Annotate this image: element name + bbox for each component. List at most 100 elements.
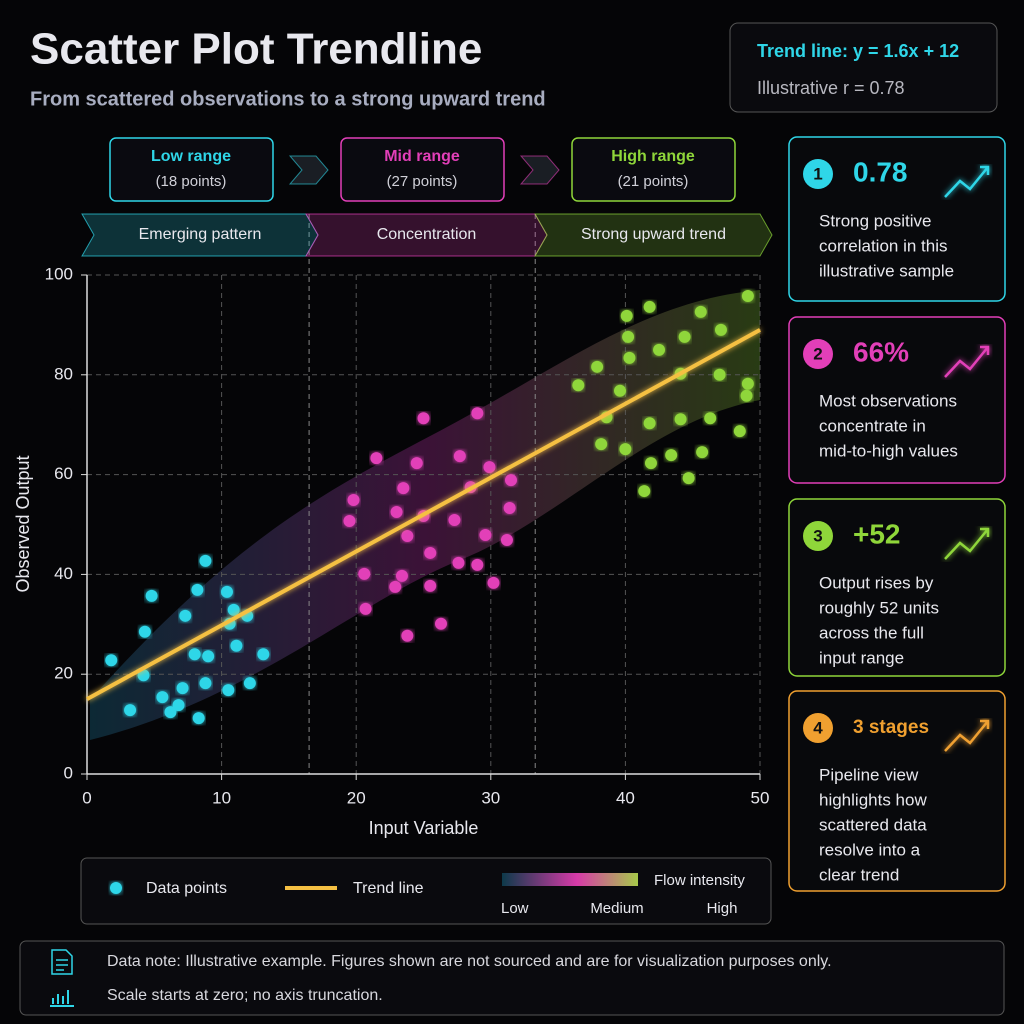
data-point bbox=[682, 472, 695, 485]
legend-label: Data points bbox=[146, 880, 227, 897]
data-point bbox=[434, 617, 447, 630]
card-text: concentrate in bbox=[819, 416, 926, 435]
data-point bbox=[622, 330, 635, 343]
r-value: Illustrative r = 0.78 bbox=[757, 78, 905, 98]
data-point bbox=[741, 377, 754, 390]
card-text: resolve into a bbox=[819, 840, 921, 859]
doc-icon bbox=[51, 949, 73, 975]
data-point bbox=[401, 529, 414, 542]
x-tick-label: 20 bbox=[347, 788, 366, 807]
data-point bbox=[137, 669, 150, 682]
x-tick-label: 40 bbox=[616, 788, 635, 807]
stage-count: (27 points) bbox=[387, 173, 458, 190]
card bbox=[788, 498, 1006, 677]
card-text: Strong positive bbox=[819, 211, 931, 230]
data-point bbox=[638, 485, 651, 498]
data-point bbox=[410, 457, 423, 470]
data-point bbox=[347, 494, 360, 507]
data-point bbox=[500, 533, 513, 546]
data-point bbox=[389, 580, 402, 593]
data-point bbox=[417, 412, 430, 425]
data-point bbox=[504, 474, 517, 487]
plot: 0 10 20 30 40 50 0 20 40 60 80 100 Input Variable Obs… bbox=[13, 214, 769, 838]
data-point bbox=[483, 461, 496, 474]
data-point bbox=[694, 305, 707, 318]
data-point bbox=[343, 515, 356, 528]
data-point bbox=[471, 558, 484, 571]
card-badge bbox=[803, 339, 833, 369]
card-text: clear trend bbox=[819, 865, 899, 884]
data-point bbox=[401, 629, 414, 642]
data-point bbox=[614, 384, 627, 397]
card-number: 1 bbox=[813, 164, 822, 183]
stage-label: Low range bbox=[151, 148, 231, 165]
card-icon bbox=[944, 165, 990, 198]
data-point bbox=[370, 452, 383, 465]
data-point bbox=[623, 351, 636, 364]
data-point bbox=[395, 569, 408, 582]
data-point bbox=[202, 650, 215, 663]
data-point bbox=[733, 425, 746, 438]
note: Scale starts at zero; no axis truncation… bbox=[107, 987, 383, 1004]
card-text: Pipeline view bbox=[819, 765, 919, 784]
card-badge bbox=[803, 159, 833, 189]
stage-arrow bbox=[519, 155, 560, 185]
card-number: 2 bbox=[813, 344, 822, 363]
card-number: 4 bbox=[813, 718, 823, 737]
data-point bbox=[674, 413, 687, 426]
data-point bbox=[479, 528, 492, 541]
flow-label: High bbox=[707, 900, 738, 917]
data-point bbox=[164, 706, 177, 719]
data-point bbox=[591, 360, 604, 373]
data-point bbox=[230, 639, 243, 652]
data-point bbox=[192, 712, 205, 725]
card-text: correlation in this bbox=[819, 236, 948, 255]
stage-label: Mid range bbox=[384, 148, 460, 165]
data-point bbox=[359, 602, 372, 615]
data-point bbox=[653, 343, 666, 356]
card bbox=[788, 136, 1006, 302]
data-point bbox=[471, 407, 484, 420]
banner-text: Strong upward trend bbox=[581, 226, 726, 243]
card-icon bbox=[944, 527, 990, 560]
data-point bbox=[714, 323, 727, 336]
data-point bbox=[243, 677, 256, 690]
summary-box bbox=[729, 22, 998, 113]
data-point bbox=[424, 546, 437, 559]
data-point bbox=[678, 330, 691, 343]
card-value: 0.78 bbox=[853, 156, 908, 187]
banner-text: Concentration bbox=[377, 226, 477, 243]
flow-label: Low bbox=[501, 900, 529, 917]
data-point bbox=[358, 567, 371, 580]
y-tick-label: 40 bbox=[54, 564, 73, 583]
flow-title: Flow intensity bbox=[654, 872, 745, 889]
card-badge bbox=[803, 521, 833, 551]
x-tick-label: 0 bbox=[82, 788, 91, 807]
data-point bbox=[188, 648, 201, 661]
data-point bbox=[257, 648, 270, 661]
data-point bbox=[619, 443, 632, 456]
y-tick-label: 80 bbox=[54, 364, 73, 383]
card-text: Most observations bbox=[819, 391, 957, 410]
data-point bbox=[487, 576, 500, 589]
card-icon bbox=[944, 719, 990, 752]
data-point bbox=[713, 368, 726, 381]
data-point bbox=[124, 704, 137, 717]
data-point bbox=[740, 389, 753, 402]
data-point bbox=[199, 677, 212, 690]
card-text: highlights how bbox=[819, 790, 927, 809]
data-point bbox=[424, 579, 437, 592]
x-tick-label: 10 bbox=[212, 788, 231, 807]
data-point bbox=[452, 556, 465, 569]
data-point bbox=[572, 379, 585, 392]
card-icon bbox=[944, 345, 990, 378]
legend-marker bbox=[110, 882, 122, 894]
data-point bbox=[179, 609, 192, 622]
card-value: 66% bbox=[853, 336, 909, 367]
data-point bbox=[704, 412, 717, 425]
stage-label: High range bbox=[611, 148, 695, 165]
data-point bbox=[220, 585, 233, 598]
stage-box bbox=[109, 137, 274, 202]
data-point bbox=[105, 654, 118, 667]
